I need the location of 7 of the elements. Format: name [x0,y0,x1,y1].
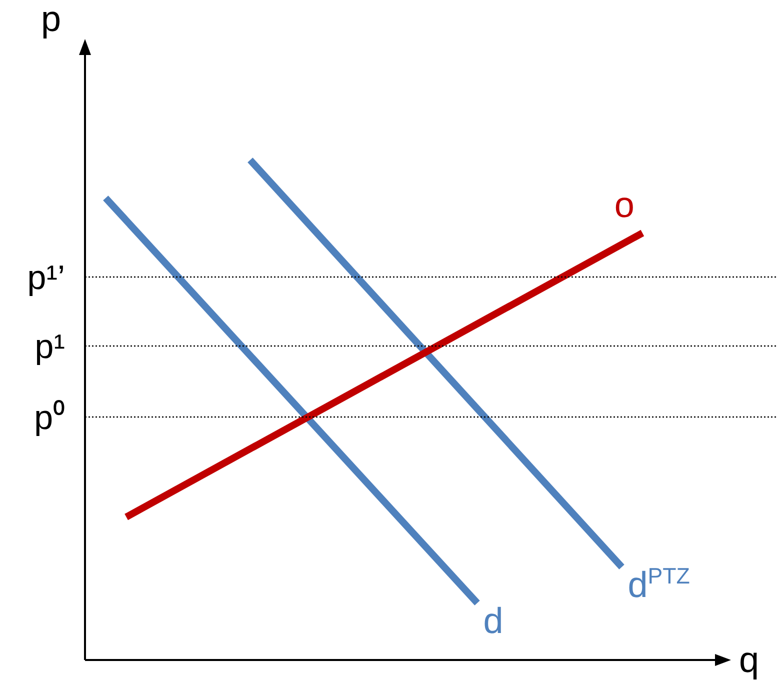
series-label: d [483,600,504,641]
y-axis-title: p [40,0,62,39]
ref-line-label: p¹’ [27,259,66,297]
x-axis-title: q [739,639,760,680]
ref-line-label: p⁰ [34,399,66,437]
ref-line-label: p¹ [34,328,66,366]
series-label: o [614,184,634,225]
